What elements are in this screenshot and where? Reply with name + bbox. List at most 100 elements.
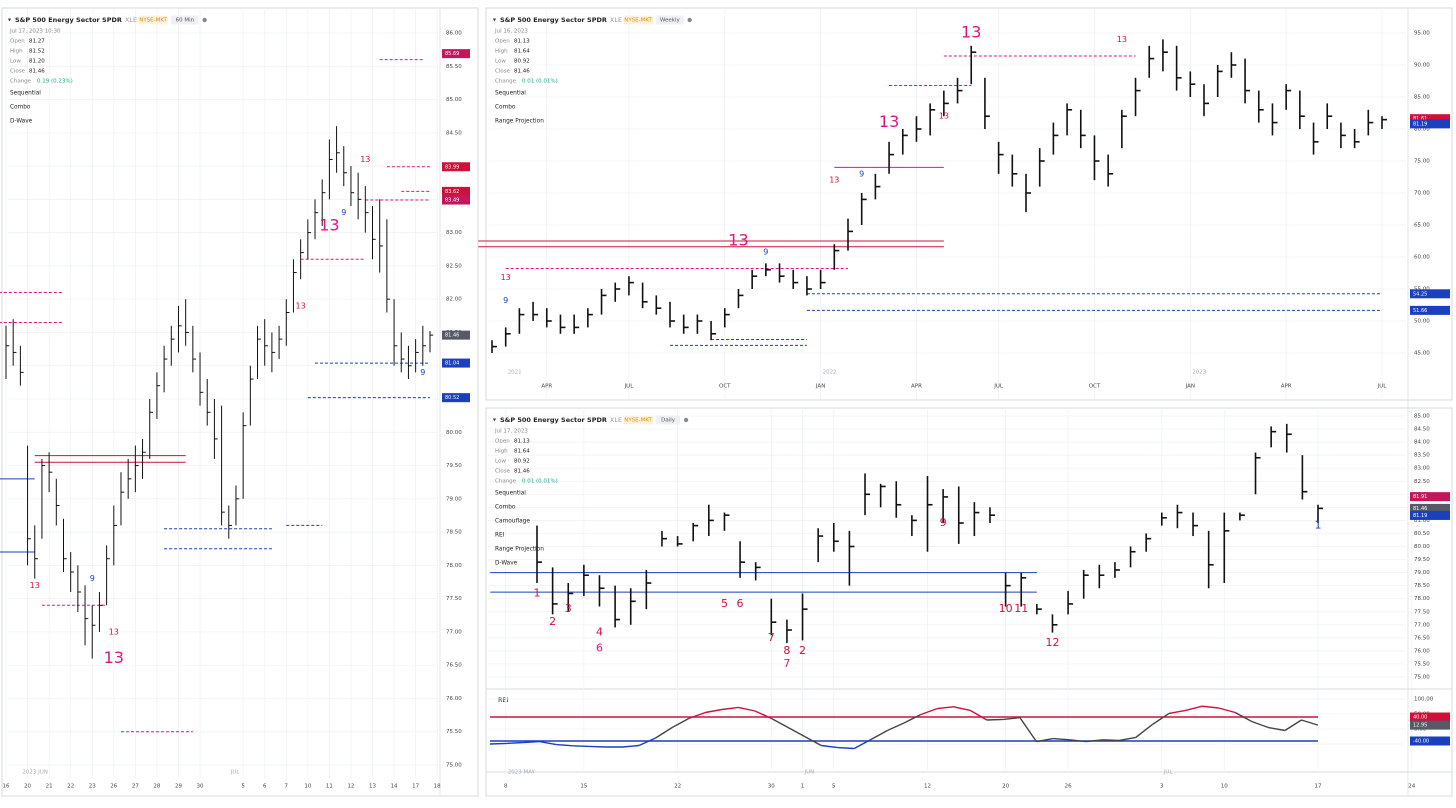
- y-tick-label: 85.00: [446, 97, 462, 103]
- y-tick-label: 85.00: [1414, 414, 1430, 420]
- rei-segment: [1086, 739, 1103, 743]
- y-tick-label: 85.50: [446, 64, 462, 70]
- rei-segment: [920, 707, 938, 716]
- sequential-count: 9: [341, 208, 346, 217]
- price-tag: [442, 393, 470, 403]
- indicator-label: D-Wave: [495, 561, 518, 567]
- field-value: 80.92: [514, 59, 530, 65]
- y-tick-label: 76.00: [446, 696, 462, 702]
- rei-segment: [589, 745, 606, 748]
- x-tick-label: 18: [434, 784, 441, 790]
- indicator-label: Combo: [495, 105, 516, 111]
- x-tick-label: 15: [580, 784, 587, 790]
- exchange: NYSE-MKT: [624, 418, 652, 424]
- rei-segment: [787, 726, 805, 738]
- rei-segment: [1003, 716, 1020, 721]
- price-tag-label: 81.61: [1413, 116, 1427, 122]
- x-tick-label: 21: [46, 784, 53, 790]
- y-tick-label: 80.00: [446, 430, 462, 436]
- sequential-count: 13: [30, 581, 40, 590]
- indicator-label: D-Wave: [10, 119, 33, 125]
- y-tick-label: 77.00: [446, 629, 462, 635]
- price-tag: [1410, 305, 1450, 315]
- x-tick-label: 8: [504, 784, 508, 790]
- y-tick-label: 79.50: [1414, 557, 1430, 563]
- field-label: High: [495, 49, 508, 55]
- sequential-count: 9: [940, 516, 947, 529]
- y-tick-label: 65.00: [1414, 223, 1430, 229]
- y-tick-label: 75.50: [1414, 661, 1430, 667]
- exchange: NYSE-MKT: [624, 18, 652, 24]
- x-tick-label: 20: [24, 784, 31, 790]
- sequential-count: 13: [728, 231, 748, 250]
- price-tag: [442, 186, 470, 196]
- indicator-label: Combo: [10, 105, 31, 111]
- indicator-label: Range Projection: [495, 119, 544, 125]
- field-value: 81.27: [29, 39, 45, 45]
- indicator-label: Combo: [495, 505, 516, 511]
- field-label: Close: [10, 69, 26, 75]
- y-tick-label: 77.50: [446, 596, 462, 602]
- rei-segment: [754, 710, 772, 720]
- y-tick-label: 90.00: [1414, 63, 1430, 69]
- field-value: 81.46: [29, 69, 45, 75]
- sequential-count: 13: [501, 273, 511, 282]
- rei-segment: [853, 738, 872, 750]
- price-tag-label: 54.25: [1413, 291, 1427, 297]
- x-tick-label: 20: [1002, 784, 1009, 790]
- indicator-label: Camouflage: [495, 519, 530, 525]
- x-tick-label: 26: [110, 784, 117, 790]
- ticker: XLE: [125, 16, 137, 24]
- y-tick-label: 78.00: [446, 563, 462, 569]
- sequential-count: 13: [360, 155, 370, 164]
- x-tick-label: OCT: [1089, 384, 1101, 390]
- rei-segment: [506, 741, 524, 745]
- field-label: Change: [10, 79, 32, 85]
- rei-segment: [1052, 737, 1070, 741]
- field-value: 81.46: [514, 69, 530, 75]
- y-tick-label: 83.00: [1414, 466, 1430, 472]
- exchange-badge: [623, 415, 654, 425]
- price-tag-label: 83.49: [445, 198, 459, 204]
- rei-segment: [969, 709, 988, 721]
- rei-segment: [671, 717, 690, 729]
- x-tick-label: 23: [89, 784, 96, 790]
- period-label: 2022: [823, 370, 837, 376]
- price-tag: [1410, 492, 1450, 502]
- y-tick-label: 84.00: [1414, 440, 1430, 446]
- price-tag-label: 81.19: [1413, 121, 1427, 127]
- interval: 60 Min: [176, 18, 195, 24]
- price-tag: [1410, 114, 1450, 124]
- rei-segment: [489, 742, 507, 745]
- rei-tag-label: 40.00: [1413, 715, 1427, 721]
- sequential-count: 1: [534, 586, 541, 599]
- price-tag: [1410, 119, 1450, 129]
- indicator-label: Sequential: [495, 91, 526, 97]
- y-tick-label: 50.00: [1414, 319, 1430, 325]
- y-tick-label: 79.00: [446, 496, 462, 502]
- y-tick-label: 82.50: [446, 263, 462, 269]
- indicator-label: Sequential: [495, 491, 526, 497]
- y-tick-label: 79.00: [1414, 570, 1430, 576]
- price-tag-label: 83.62: [445, 189, 459, 195]
- sequential-count: 13: [879, 112, 899, 131]
- sequential-count: 7: [768, 631, 775, 644]
- sequential-count: 9: [503, 296, 508, 305]
- x-tick-label: 29: [175, 784, 182, 790]
- field-value: 0.19 (0.23%): [37, 79, 73, 85]
- x-tick-label: 17: [412, 784, 419, 790]
- interval-badge: [656, 415, 681, 425]
- rei-segment: [1152, 712, 1170, 726]
- field-value: 81.64: [514, 49, 530, 55]
- field-label: Low: [10, 59, 21, 65]
- interval: Weekly: [660, 18, 681, 24]
- y-tick-label: 77.00: [1414, 622, 1430, 628]
- rei-segment: [903, 713, 921, 724]
- title-text: S&P 500 Energy Sector SPDR: [500, 416, 607, 424]
- date: Jul 17, 2023 10:30: [9, 29, 61, 35]
- rei-segment: [1036, 737, 1054, 743]
- sequential-count: 10: [999, 602, 1013, 615]
- sequential-count: 13: [104, 648, 124, 667]
- rei-segment: [1102, 739, 1120, 742]
